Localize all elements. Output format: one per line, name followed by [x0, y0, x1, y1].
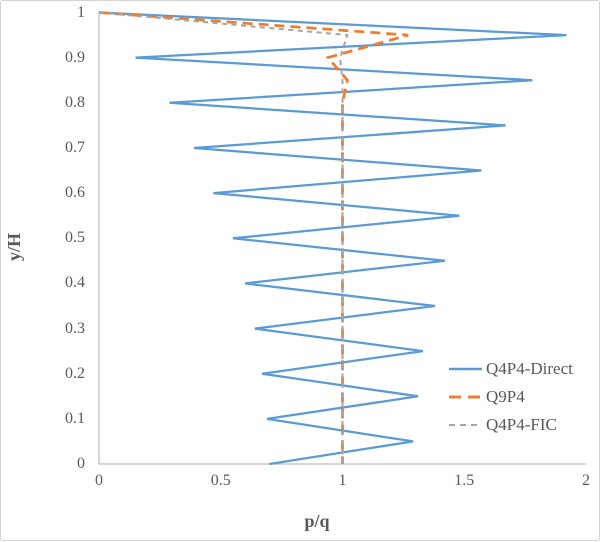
x-tick-label: 1.5: [454, 472, 475, 489]
legend-label: Q4P4-FIC: [486, 415, 557, 434]
legend-label: Q9P4: [486, 387, 525, 406]
x-tick-label: 2: [582, 472, 590, 489]
y-tick-label: 0.1: [65, 409, 85, 427]
y-tick-label: 1: [77, 3, 85, 21]
legend: Q4P4-Direct Q9P4 Q4P4-FIC: [448, 355, 573, 439]
y-tick-label: 0.3: [65, 319, 85, 337]
legend-item-q4p4-direct: Q4P4-Direct: [448, 355, 573, 383]
legend-item-q9p4: Q9P4: [448, 383, 573, 411]
x-axis-title: p/q: [304, 511, 330, 531]
series-line-q4p4-direct: [98, 11, 567, 466]
y-axis-title: y/H: [4, 233, 24, 262]
y-tick-label: 0.5: [65, 229, 85, 247]
series-line-q9p4: [98, 11, 409, 464]
y-tick-label: 0.8: [65, 93, 85, 111]
y-tick-label: 0.4: [65, 274, 85, 292]
y-tick-label: 0.6: [65, 184, 85, 202]
legend-item-q4p4-fic: Q4P4-FIC: [448, 411, 573, 439]
x-tick-label: 1: [338, 472, 347, 489]
legend-line-dashed-icon: [449, 395, 482, 399]
axis-lines: [98, 12, 586, 465]
x-tick-label: 0: [95, 472, 103, 489]
y-tick-label: 0.7: [65, 138, 85, 156]
y-tick-label: 0.2: [65, 364, 85, 382]
series-line-q4p4-fic: [98, 11, 349, 464]
legend-line-solid-icon: [449, 367, 482, 371]
legend-label: Q4P4-Direct: [486, 359, 573, 378]
x-tick-label: 0.5: [210, 472, 231, 489]
legend-line-short-dash-icon: [449, 424, 482, 426]
y-tick-label: 0: [77, 455, 85, 472]
y-tick-label: 0.9: [65, 48, 85, 66]
